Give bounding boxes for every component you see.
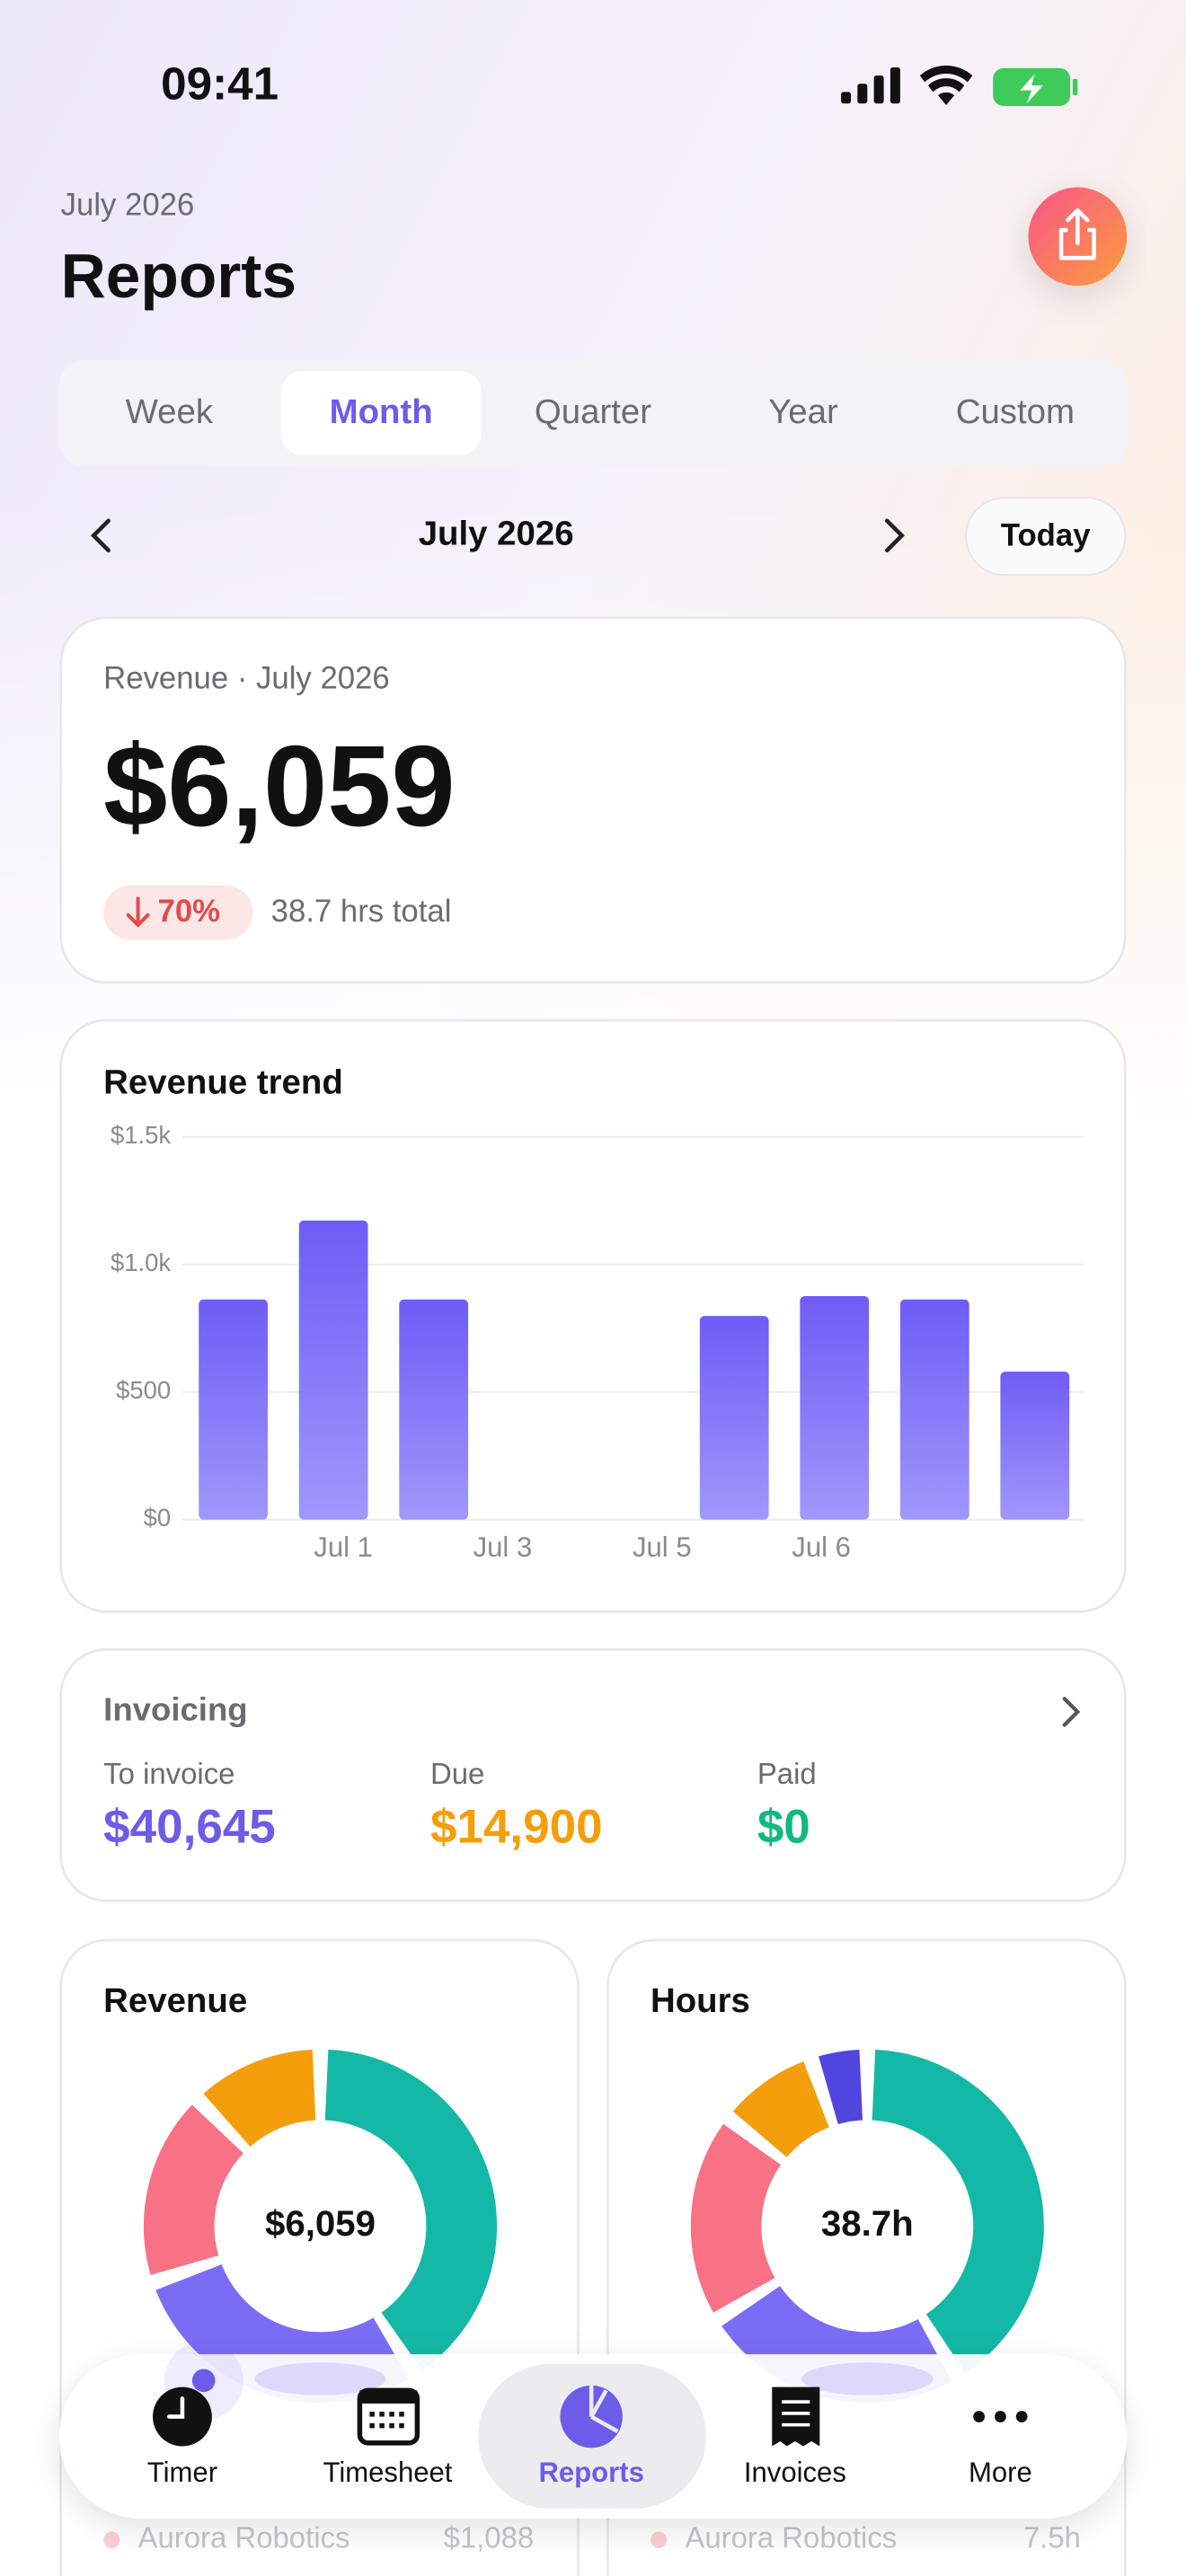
status-icons	[841, 65, 1078, 106]
invoice-label: To invoice	[103, 1757, 235, 1790]
down-arrow	[126, 896, 150, 928]
period-label: July 2026	[419, 514, 574, 552]
bar	[199, 1299, 269, 1520]
summary-label: Revenue · July 2026	[103, 661, 390, 695]
donut-segment	[144, 2104, 244, 2275]
invoices-icon[interactable]	[772, 2386, 820, 2447]
nav-label[interactable]: Reports	[538, 2457, 643, 2488]
donut-segment	[732, 2061, 830, 2158]
legend-dot	[650, 2531, 668, 2548]
donut-segment	[203, 2049, 317, 2148]
active-tab[interactable]	[280, 371, 482, 455]
status-time: 09:41	[161, 57, 279, 109]
more-icon[interactable]	[973, 2411, 1028, 2422]
invoice-value: $0	[757, 1801, 810, 1854]
x-axis-label: Jul 1	[314, 1531, 373, 1563]
invoice-value: $40,645	[103, 1801, 276, 1854]
y-tick-label: $1.0k	[111, 1248, 171, 1276]
change-pill	[103, 885, 253, 940]
share-button[interactable]	[1028, 187, 1128, 287]
legend-name: Aurora Robotics	[685, 2520, 897, 2554]
summary-hours: 38.7 hrs total	[271, 895, 452, 929]
invoice-label: Due	[430, 1757, 484, 1790]
tab-label[interactable]: Year	[768, 393, 838, 431]
legend-dot	[103, 2531, 120, 2548]
header-title: Reports	[61, 241, 296, 311]
timesheet-icon[interactable]	[357, 2387, 420, 2446]
legend-value: $1,088	[444, 2520, 535, 2554]
tab-label[interactable]: Week	[126, 393, 214, 431]
y-tick-label: $500	[116, 1376, 171, 1404]
next-button[interactable]	[884, 518, 905, 553]
today-button[interactable]: Today	[965, 497, 1127, 577]
donut-segment	[690, 2123, 782, 2313]
donut-segment	[819, 2049, 864, 2125]
tab-label[interactable]: Custom	[956, 393, 1075, 431]
invoicing-title: Invoicing	[103, 1691, 247, 1728]
legend-name: Aurora Robotics	[138, 2520, 350, 2554]
prev-button[interactable]	[90, 518, 111, 553]
bar	[899, 1299, 969, 1520]
invoice-value: $14,900	[430, 1801, 603, 1854]
legend-value: 7.5h	[1023, 2520, 1081, 2554]
bar	[1000, 1372, 1070, 1520]
donut-center: 38.7h	[821, 2203, 914, 2244]
tab-label[interactable]: Month	[330, 393, 433, 431]
summary-card	[59, 616, 1127, 984]
nav-label[interactable]: Timesheet	[323, 2457, 453, 2488]
today-label[interactable]: Today	[1001, 518, 1091, 552]
summary-amount: $6,059	[103, 722, 455, 851]
trend-title: Revenue trend	[103, 1063, 343, 1101]
bar	[800, 1296, 870, 1520]
invoicing-chevron[interactable]	[1062, 1697, 1081, 1727]
x-axis-label: Jul 5	[633, 1531, 692, 1563]
header-subtitle: July 2026	[61, 189, 195, 223]
donut-segment	[871, 2049, 1044, 2373]
timer-icon[interactable]	[153, 2386, 212, 2447]
y-tick-label: $1.5k	[111, 1121, 171, 1149]
y-tick-label: $0	[144, 1504, 172, 1531]
x-axis-label: Jul 6	[792, 1531, 851, 1563]
tab-bar: Timer Timesheet Reports Invoices More	[58, 2341, 1128, 2519]
invoice-label: Paid	[757, 1757, 817, 1790]
invoicing-card	[59, 1648, 1127, 1902]
donut-segment	[323, 2049, 497, 2370]
donut-center: $6,059	[265, 2203, 376, 2244]
bar	[699, 1316, 769, 1520]
nav-label[interactable]: Invoices	[744, 2457, 846, 2488]
nav-label[interactable]: More	[969, 2457, 1032, 2488]
bar	[298, 1220, 368, 1520]
donut-title: Hours	[651, 1981, 750, 2020]
nav-label[interactable]: Timer	[147, 2457, 217, 2488]
reports-icon[interactable]	[560, 2385, 623, 2448]
change-value: 70%	[158, 895, 221, 929]
tab-label[interactable]: Quarter	[535, 393, 651, 431]
x-axis-label: Jul 3	[474, 1531, 533, 1563]
donut-title: Revenue	[103, 1981, 247, 2020]
bar	[399, 1299, 469, 1520]
